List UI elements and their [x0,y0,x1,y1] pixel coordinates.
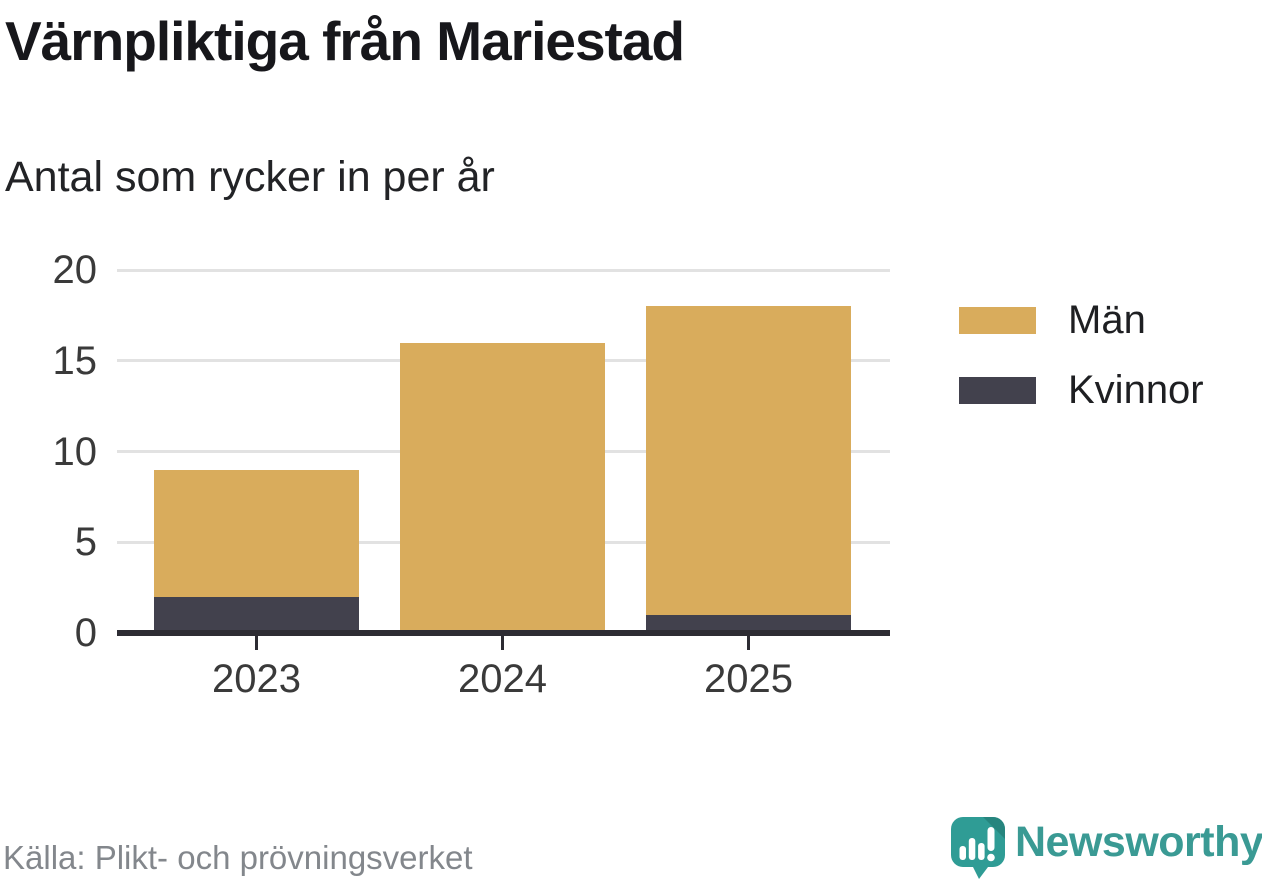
brand-logo: Newsworthy [951,817,1262,879]
y-axis-tick-label: 5 [74,520,97,565]
legend-label-män: Män [1068,298,1146,342]
x-axis-line [117,630,890,636]
bar-segment-män-2025 [646,306,851,615]
chart-subtitle: Antal som rycker in per år [5,153,495,201]
bar-segment-kvinnor-2025 [646,614,851,633]
x-axis-category-label: 2023 [212,657,301,701]
chart-title: Värnpliktiga från Mariestad [5,10,685,72]
y-axis-tick-label: 20 [52,248,98,292]
bar-segment-kvinnor-2023 [154,596,359,633]
x-axis-tick-mark [501,636,504,650]
x-axis-tick-mark [747,636,750,650]
legend-swatch-män [959,306,1036,334]
gridline [117,268,890,272]
legend-label-kvinnor: Kvinnor [1068,368,1204,412]
legend-swatch-kvinnor [959,376,1036,404]
y-axis-tick-label: 15 [52,338,98,383]
legend-row-män: Män [959,300,1204,340]
y-axis-tick-label: 0 [74,611,97,655]
newsworthy-logo-icon [951,817,1005,879]
chart-legend: Män Kvinnor [959,300,1204,440]
brand-name: Newsworthy [1015,817,1262,866]
source-caption: Källa: Plikt- och prövningsverket [3,839,473,876]
legend-row-kvinnor: Kvinnor [959,370,1204,410]
bar-segment-män-2024 [400,342,605,633]
x-axis-tick-mark [255,636,258,650]
x-axis-category-label: 2025 [704,657,793,701]
x-axis-category-label: 2024 [458,657,547,701]
bar-segment-män-2023 [154,469,359,597]
y-axis-tick-label: 10 [52,429,98,474]
